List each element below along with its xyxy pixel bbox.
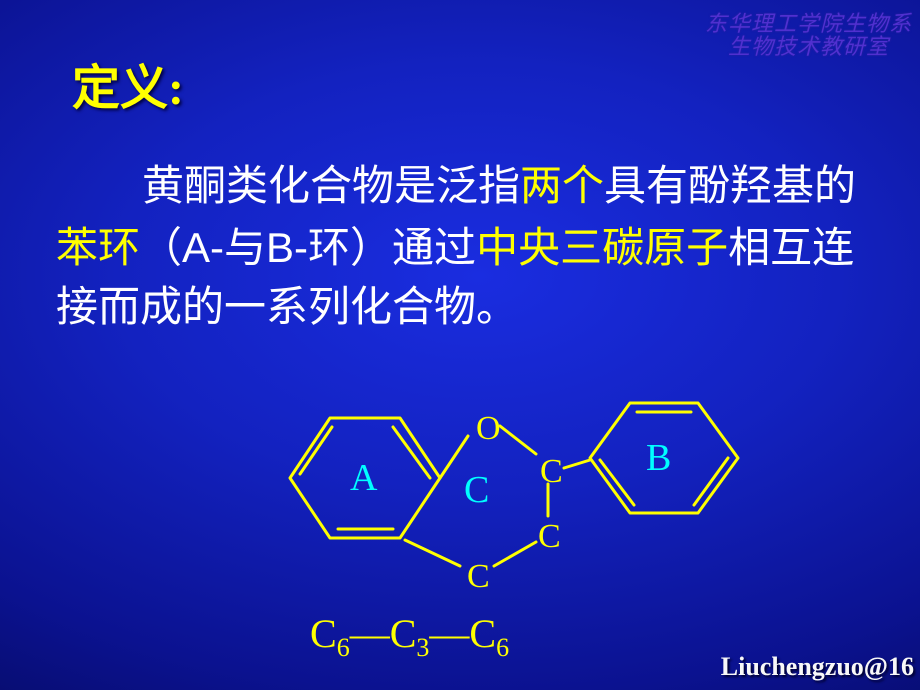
t5: （ (140, 226, 182, 272)
f-s6b: 6 (496, 633, 509, 662)
atom-c1: C (540, 453, 563, 491)
t8: B- (266, 224, 308, 271)
ring-label-a: A (350, 456, 377, 500)
atom-c3: C (467, 558, 490, 596)
c6-c3-c6-formula: C6—C3—C6 (310, 610, 509, 663)
ring-label-b: B (646, 436, 671, 480)
f-c3: C (390, 611, 417, 656)
author-footer: Liuchengzuo@16 (721, 652, 914, 682)
institution-watermark: 东华理工学院生物系 生物技术教研室 (705, 12, 912, 58)
t1: 黄酮类化合物是泛指 (142, 164, 520, 210)
f-c6b: C (469, 611, 496, 656)
t10: 中央三碳原子 (476, 226, 728, 272)
t2: 两个 (520, 164, 604, 210)
f-s3: 3 (416, 633, 429, 662)
ring-label-c: C (464, 468, 489, 512)
f-c6a: C (310, 611, 337, 656)
slide-title: 定义: (72, 48, 184, 118)
flavonoid-structure: O C C C A B C (220, 368, 740, 628)
watermark-line2: 生物技术教研室 (705, 35, 912, 58)
f-d2: — (429, 611, 469, 656)
t7: 与 (224, 226, 266, 272)
f-s6a: 6 (337, 633, 350, 662)
t9: 环）通过 (308, 226, 476, 272)
atom-oxygen: O (476, 410, 501, 448)
t4: 苯环 (56, 226, 140, 272)
t3: 具有酚羟基的 (604, 164, 856, 210)
body-text: 黄酮类化合物是泛指两个具有酚羟基的苯环（A-与B-环）通过中央三碳原子相互连接而… (56, 158, 890, 339)
watermark-line1: 东华理工学院生物系 (705, 12, 912, 35)
atom-c2: C (538, 518, 561, 556)
t6: A- (182, 224, 224, 271)
slide: 东华理工学院生物系 生物技术教研室 定义: 黄酮类化合物是泛指两个具有酚羟基的苯… (0, 0, 920, 690)
f-d1: — (350, 611, 390, 656)
